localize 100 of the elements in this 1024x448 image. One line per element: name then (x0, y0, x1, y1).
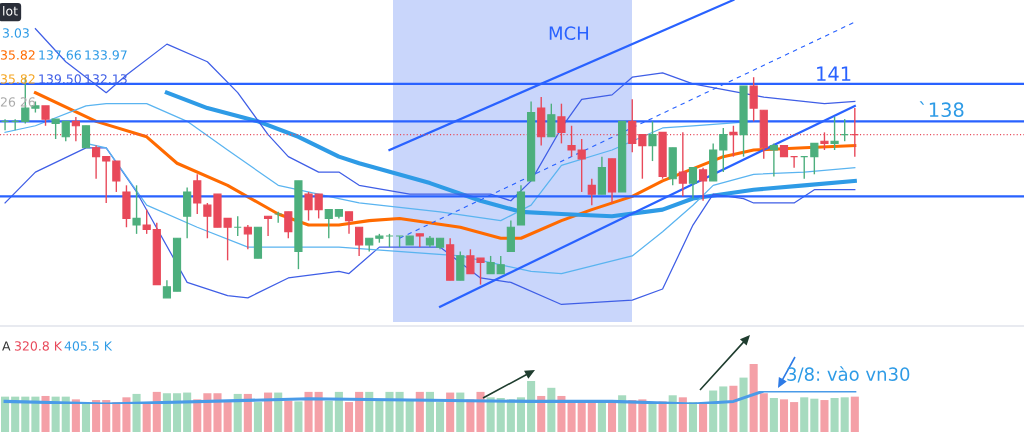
bar (395, 391, 404, 432)
bar (506, 399, 515, 432)
candlestick (132, 184, 141, 235)
candlestick (142, 208, 151, 235)
bar (51, 396, 60, 432)
bar (607, 402, 617, 432)
bar (638, 399, 647, 432)
bar (678, 397, 687, 432)
text: 35.82 (0, 50, 35, 60)
text: MCH (549, 26, 588, 40)
bar (193, 399, 202, 432)
bar (699, 403, 708, 432)
bar (668, 395, 677, 432)
text: lot (3, 6, 18, 16)
bar (1, 396, 10, 432)
bar (102, 400, 111, 432)
bar (810, 398, 819, 432)
bar (749, 364, 758, 432)
candlestick (688, 166, 698, 200)
bar (709, 390, 718, 432)
bar (415, 391, 424, 432)
candlestick (41, 105, 50, 127)
bar (385, 391, 394, 432)
candlestick (243, 224, 252, 250)
candlestick (92, 144, 101, 180)
bar (112, 402, 121, 432)
bar (729, 385, 738, 432)
candlestick (719, 127, 728, 173)
bar (557, 395, 566, 432)
bar (183, 392, 192, 432)
bar (162, 393, 171, 432)
bar (365, 391, 374, 432)
bar (840, 397, 849, 432)
bar (537, 395, 546, 432)
candlestick (415, 233, 424, 248)
bar (203, 393, 212, 432)
bar (375, 400, 384, 432)
bar (516, 397, 526, 432)
candlestick (112, 160, 121, 193)
bar (223, 402, 232, 432)
bar (355, 391, 364, 432)
bar (324, 400, 333, 432)
bar (759, 393, 768, 432)
bar (61, 396, 70, 432)
bar (769, 398, 778, 432)
bar (567, 401, 576, 432)
bar (304, 391, 313, 432)
bar (425, 391, 434, 432)
bar (446, 392, 455, 432)
bar (830, 398, 839, 432)
bar (405, 400, 414, 432)
bar (486, 397, 495, 432)
candlestick (324, 208, 333, 239)
bar (132, 393, 141, 432)
bar (456, 392, 465, 432)
text: A (2, 341, 11, 351)
bar (233, 393, 242, 432)
bar (587, 400, 596, 432)
bar (436, 402, 445, 432)
bar (820, 400, 829, 432)
candlestick (749, 76, 758, 123)
bar (152, 391, 161, 432)
bar (850, 396, 859, 432)
bar (274, 392, 283, 432)
bar (618, 395, 627, 432)
candlestick (284, 211, 293, 239)
bar (264, 392, 273, 432)
bar (779, 399, 789, 432)
candlestick (769, 142, 778, 178)
candlestick (698, 166, 708, 202)
bar (213, 393, 222, 432)
bar (314, 391, 323, 432)
bar (527, 381, 536, 432)
candlestick (830, 116, 839, 151)
bar (344, 402, 354, 432)
bar (122, 397, 131, 432)
candlestick (102, 155, 111, 204)
bar (243, 393, 252, 432)
candlestick (547, 102, 556, 138)
bar (790, 402, 799, 432)
bar (719, 386, 728, 432)
bar (547, 387, 556, 432)
bar (81, 403, 91, 432)
bar (11, 396, 20, 432)
bar (172, 393, 182, 432)
candlestick (263, 215, 273, 237)
text: 133.97 (85, 50, 127, 60)
bar (294, 401, 303, 432)
candlestick (51, 118, 60, 140)
candlestick (61, 120, 70, 142)
bar (688, 402, 697, 432)
bar (31, 396, 40, 432)
bar (800, 397, 809, 432)
bar (597, 402, 606, 432)
bar (577, 400, 586, 432)
text: 320.8 K (14, 341, 63, 351)
bar (92, 400, 101, 432)
candlestick (193, 173, 202, 215)
bar (648, 402, 657, 432)
annotation: 139.50 (39, 74, 81, 84)
